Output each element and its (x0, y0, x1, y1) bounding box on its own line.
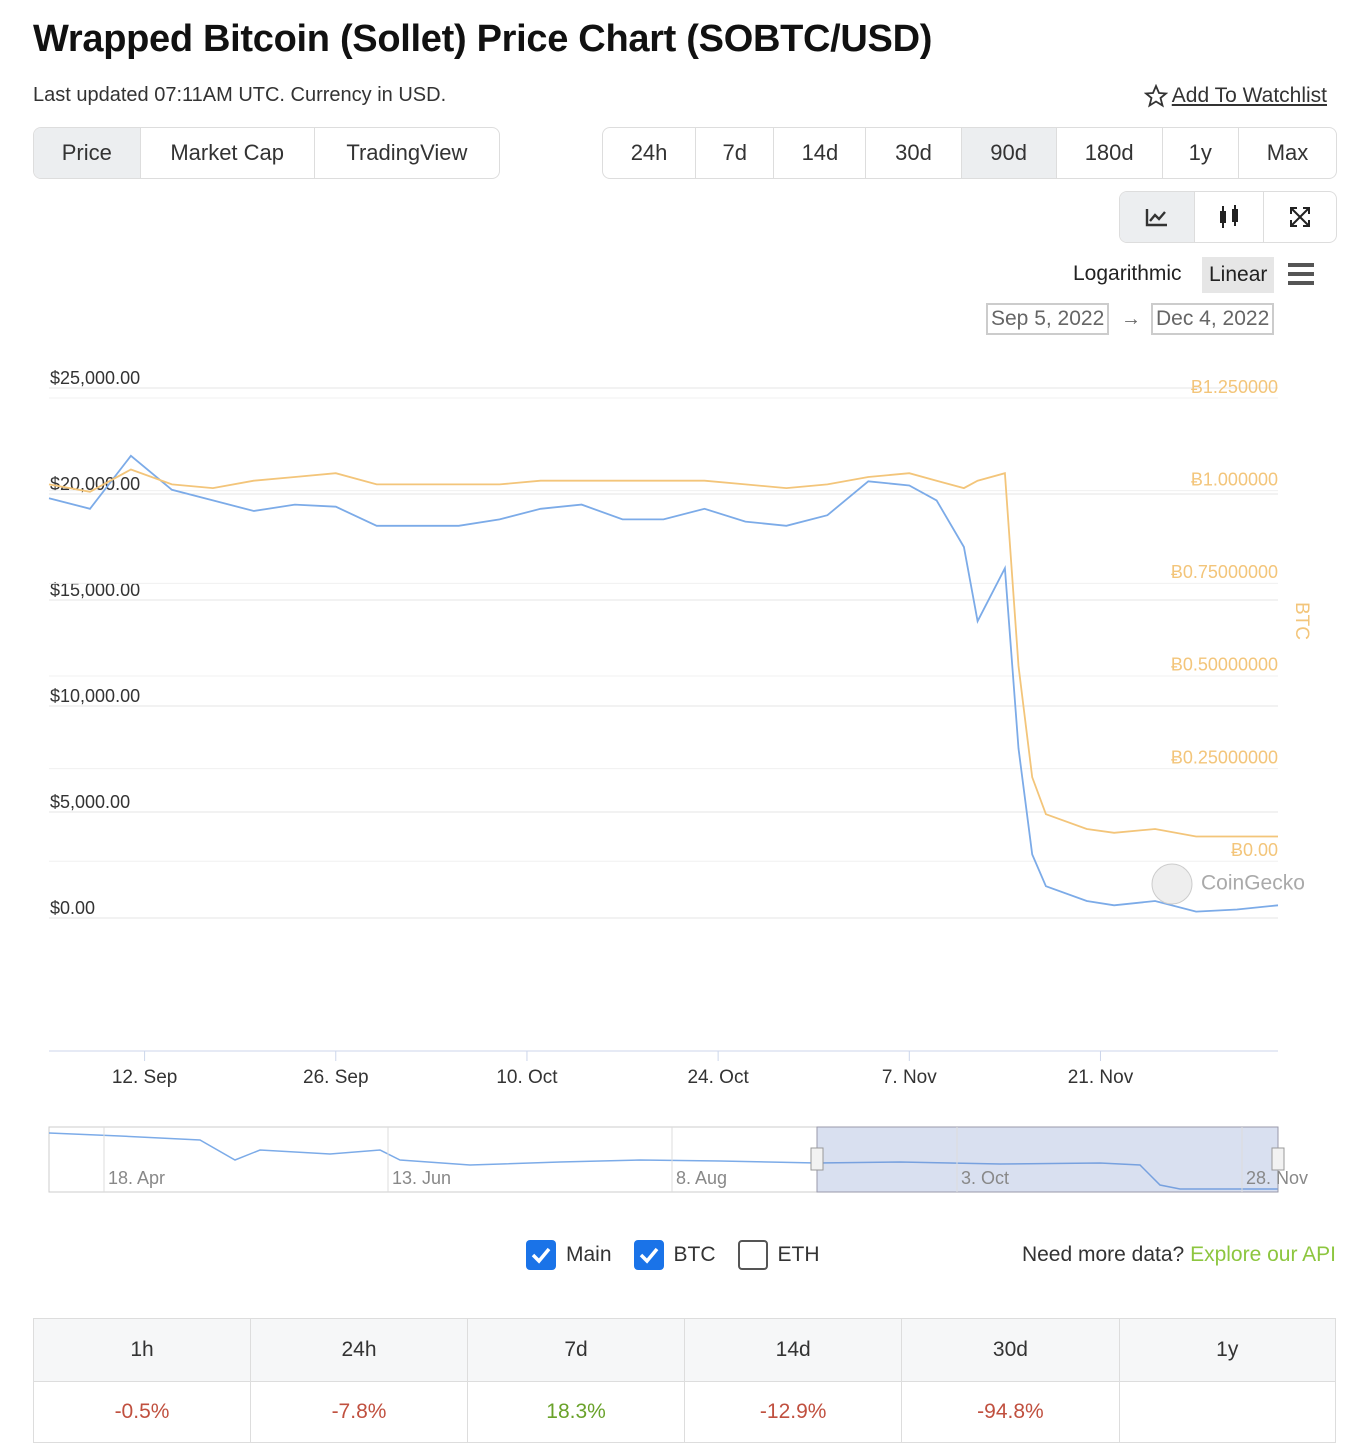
chart: $0.00$5,000.00$10,000.00$15,000.00$20,00… (48, 368, 1312, 1193)
series-line (48, 454, 1279, 913)
x-tick-label: 24. Oct (687, 1067, 749, 1088)
last-updated: Last updated 07:11AM UTC. Currency in US… (33, 84, 447, 106)
page-title: Wrapped Bitcoin (Sollet) Price Chart (SO… (33, 18, 933, 60)
navigator-label: 3. Oct (961, 1168, 1009, 1188)
y-tick-label: $10,000.00 (50, 686, 140, 706)
tab-button[interactable]: TradingView (346, 140, 468, 165)
navigator-line (48, 1132, 1278, 1190)
watchlist-link[interactable]: Add To Watchlist (1143, 84, 1327, 108)
range-button[interactable]: 30d (866, 128, 962, 178)
navigator-selection[interactable] (816, 1126, 1279, 1193)
period-change: -12.9% (684, 1381, 903, 1443)
range-button[interactable]: 1y (1163, 128, 1239, 178)
y-tick-label: $5,000.00 (50, 792, 130, 812)
range-group: 24h 7d 14d 30d 90d 180d 1y Max (602, 127, 1337, 179)
candle-chart-button[interactable] (1195, 192, 1264, 242)
chart-type-group (1119, 191, 1337, 243)
navigator-label: 18. Apr (108, 1168, 165, 1188)
y-tick-label: $25,000.00 (50, 368, 140, 388)
y2-tick-label: Ƀ0.50000000 (1171, 655, 1278, 675)
range-button[interactable]: 7d (696, 128, 775, 178)
credit-logo (1151, 863, 1193, 905)
y2-tick-label: Ƀ0.75000000 (1171, 562, 1278, 582)
api-link[interactable]: Explore our API (1190, 1243, 1336, 1266)
toggle[interactable]: Main (526, 1240, 612, 1270)
checkbox[interactable] (526, 1240, 556, 1270)
x-tick-label: 7. Nov (882, 1067, 937, 1088)
y2-tick-label: Ƀ1.250000 (1191, 377, 1278, 397)
credit-text: CoinGecko (1201, 872, 1305, 895)
navigator-label: 8. Aug (676, 1168, 727, 1188)
toggle-label: ETH (777, 1243, 820, 1266)
y2-axis-label: BTC (1291, 602, 1312, 640)
period-header: 7d (466, 1318, 686, 1382)
toggle-label: Main (566, 1243, 612, 1266)
checkbox[interactable] (737, 1240, 768, 1270)
series-line (48, 468, 1278, 838)
period-change: -7.8% (250, 1381, 468, 1443)
x-tick-label: 10. Oct (496, 1067, 558, 1088)
tab-button[interactable]: Market Cap (141, 128, 315, 178)
tab-group: Price Market Cap TradingView (33, 127, 500, 179)
log-option[interactable]: Logarithmic (1073, 262, 1182, 285)
navigator-label: 28. Nov (1246, 1168, 1308, 1188)
arrow: → (1121, 308, 1141, 330)
navigator-handle[interactable] (810, 1147, 824, 1171)
checkbox[interactable] (633, 1240, 664, 1270)
table-row: -0.5% -7.8% 18.3% -12.9% -94.8% (33, 1381, 1337, 1443)
line-chart-button[interactable] (1120, 192, 1195, 242)
navigator-handle[interactable] (1271, 1147, 1285, 1171)
check-mark (639, 1247, 658, 1264)
x-tick-label: 12. Sep (112, 1067, 178, 1088)
period-change (1118, 1381, 1337, 1443)
toggle-label: BTC (673, 1243, 716, 1266)
toggle[interactable]: ETH (737, 1240, 820, 1270)
period-change: -94.8% (901, 1381, 1120, 1443)
period-change: 18.3% (466, 1381, 686, 1443)
linear-option[interactable]: Linear (1202, 257, 1275, 293)
x-tick-label: 26. Sep (303, 1067, 369, 1088)
tab-button[interactable]: Price (34, 128, 141, 178)
period-header: 1h (33, 1318, 251, 1382)
performance-table: 1h 24h 7d 14d 30d 1y -0.5% -7.8% 18.3% -12.9% -94.… (33, 1318, 1337, 1443)
api-text: Need more data? (1021, 1243, 1185, 1266)
y2-tick-label: Ƀ0.25000000 (1171, 747, 1278, 767)
date-to[interactable]: Dec 4, 2022 (1151, 303, 1275, 335)
range-button[interactable]: 180d (1057, 128, 1163, 178)
expand-icon (1290, 207, 1310, 227)
series-toggles: Main BTC ETH (526, 1240, 842, 1270)
credit: CoinGecko (1151, 863, 1305, 905)
line-icon (1145, 209, 1167, 227)
y-tick-label: $15,000.00 (50, 580, 140, 600)
fullscreen-button[interactable] (1264, 192, 1336, 242)
candle-icon (1220, 205, 1238, 228)
menu-icon[interactable] (1287, 262, 1315, 286)
date-from[interactable]: Sep 5, 2022 (986, 303, 1110, 335)
y2-tick-label: Ƀ0.00 (1231, 840, 1278, 860)
range-button[interactable]: 14d (774, 128, 867, 178)
api-note: Need more data? Explore our API (1022, 1243, 1336, 1267)
range-button[interactable]: 90d (961, 128, 1057, 178)
star-icon (1143, 84, 1168, 108)
y-tick-label: $0.00 (50, 898, 95, 918)
period-header: 24h (250, 1318, 468, 1382)
period-header: 14d (684, 1318, 903, 1382)
check-mark (531, 1247, 551, 1264)
y2-tick-label: Ƀ1.000000 (1191, 469, 1278, 489)
range-button[interactable]: Max (1266, 140, 1309, 165)
period-header: 1y (1118, 1318, 1337, 1382)
table-header: 1h 24h 7d 14d 30d 1y (33, 1318, 1337, 1382)
period-change: -0.5% (33, 1381, 251, 1443)
x-tick-label: 21. Nov (1068, 1067, 1134, 1088)
toggle[interactable]: BTC (633, 1240, 716, 1270)
range-button[interactable]: 24h (603, 128, 697, 178)
watchlist-text: Add To Watchlist (1171, 84, 1327, 107)
period-header: 30d (901, 1318, 1120, 1382)
navigator-label: 13. Jun (392, 1168, 451, 1188)
